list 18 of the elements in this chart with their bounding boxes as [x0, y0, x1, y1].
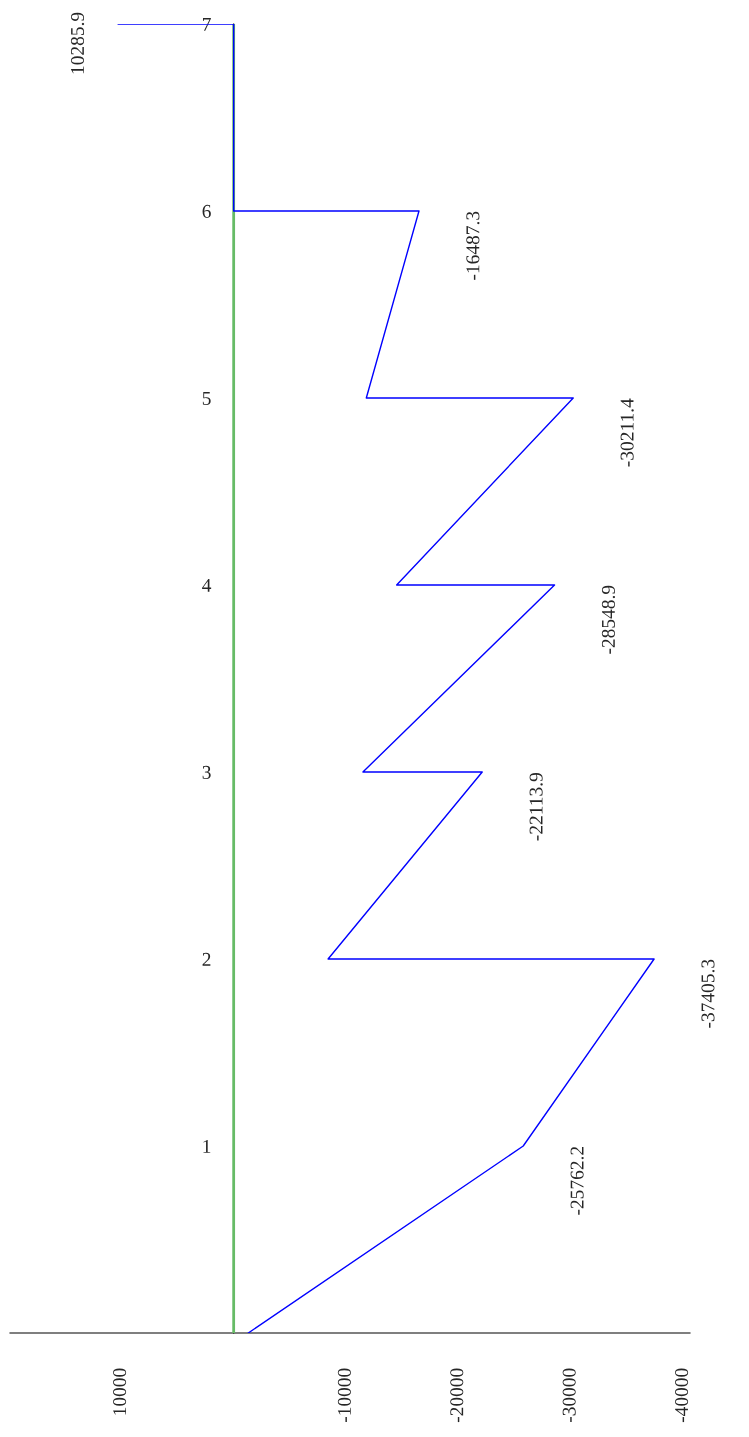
y-tick-label: 4	[202, 578, 212, 592]
x-tick-label: -40000	[675, 1368, 689, 1423]
y-tick-label: 5	[202, 392, 211, 405]
data-label: -28548.9	[601, 585, 616, 654]
data-label: 10285.9	[70, 12, 85, 74]
x-tick-label: -10000	[337, 1368, 351, 1423]
y-tick-label: 1	[203, 1139, 211, 1153]
data-label: -25762.2	[570, 1146, 584, 1215]
y-tick-label: 6	[202, 204, 211, 218]
data-label: -16487.3	[466, 211, 480, 280]
data-label: -30211.4	[620, 398, 634, 467]
y-tick-label: 2	[202, 952, 211, 966]
x-tick-label: -30000	[562, 1368, 576, 1423]
x-tick-label: -20000	[450, 1368, 464, 1423]
x-tick-label: 10000	[113, 1368, 127, 1415]
y-tick-label: 3	[202, 765, 211, 779]
data-label: -22113.9	[529, 773, 543, 841]
data-label: -37405.3	[701, 959, 715, 1028]
